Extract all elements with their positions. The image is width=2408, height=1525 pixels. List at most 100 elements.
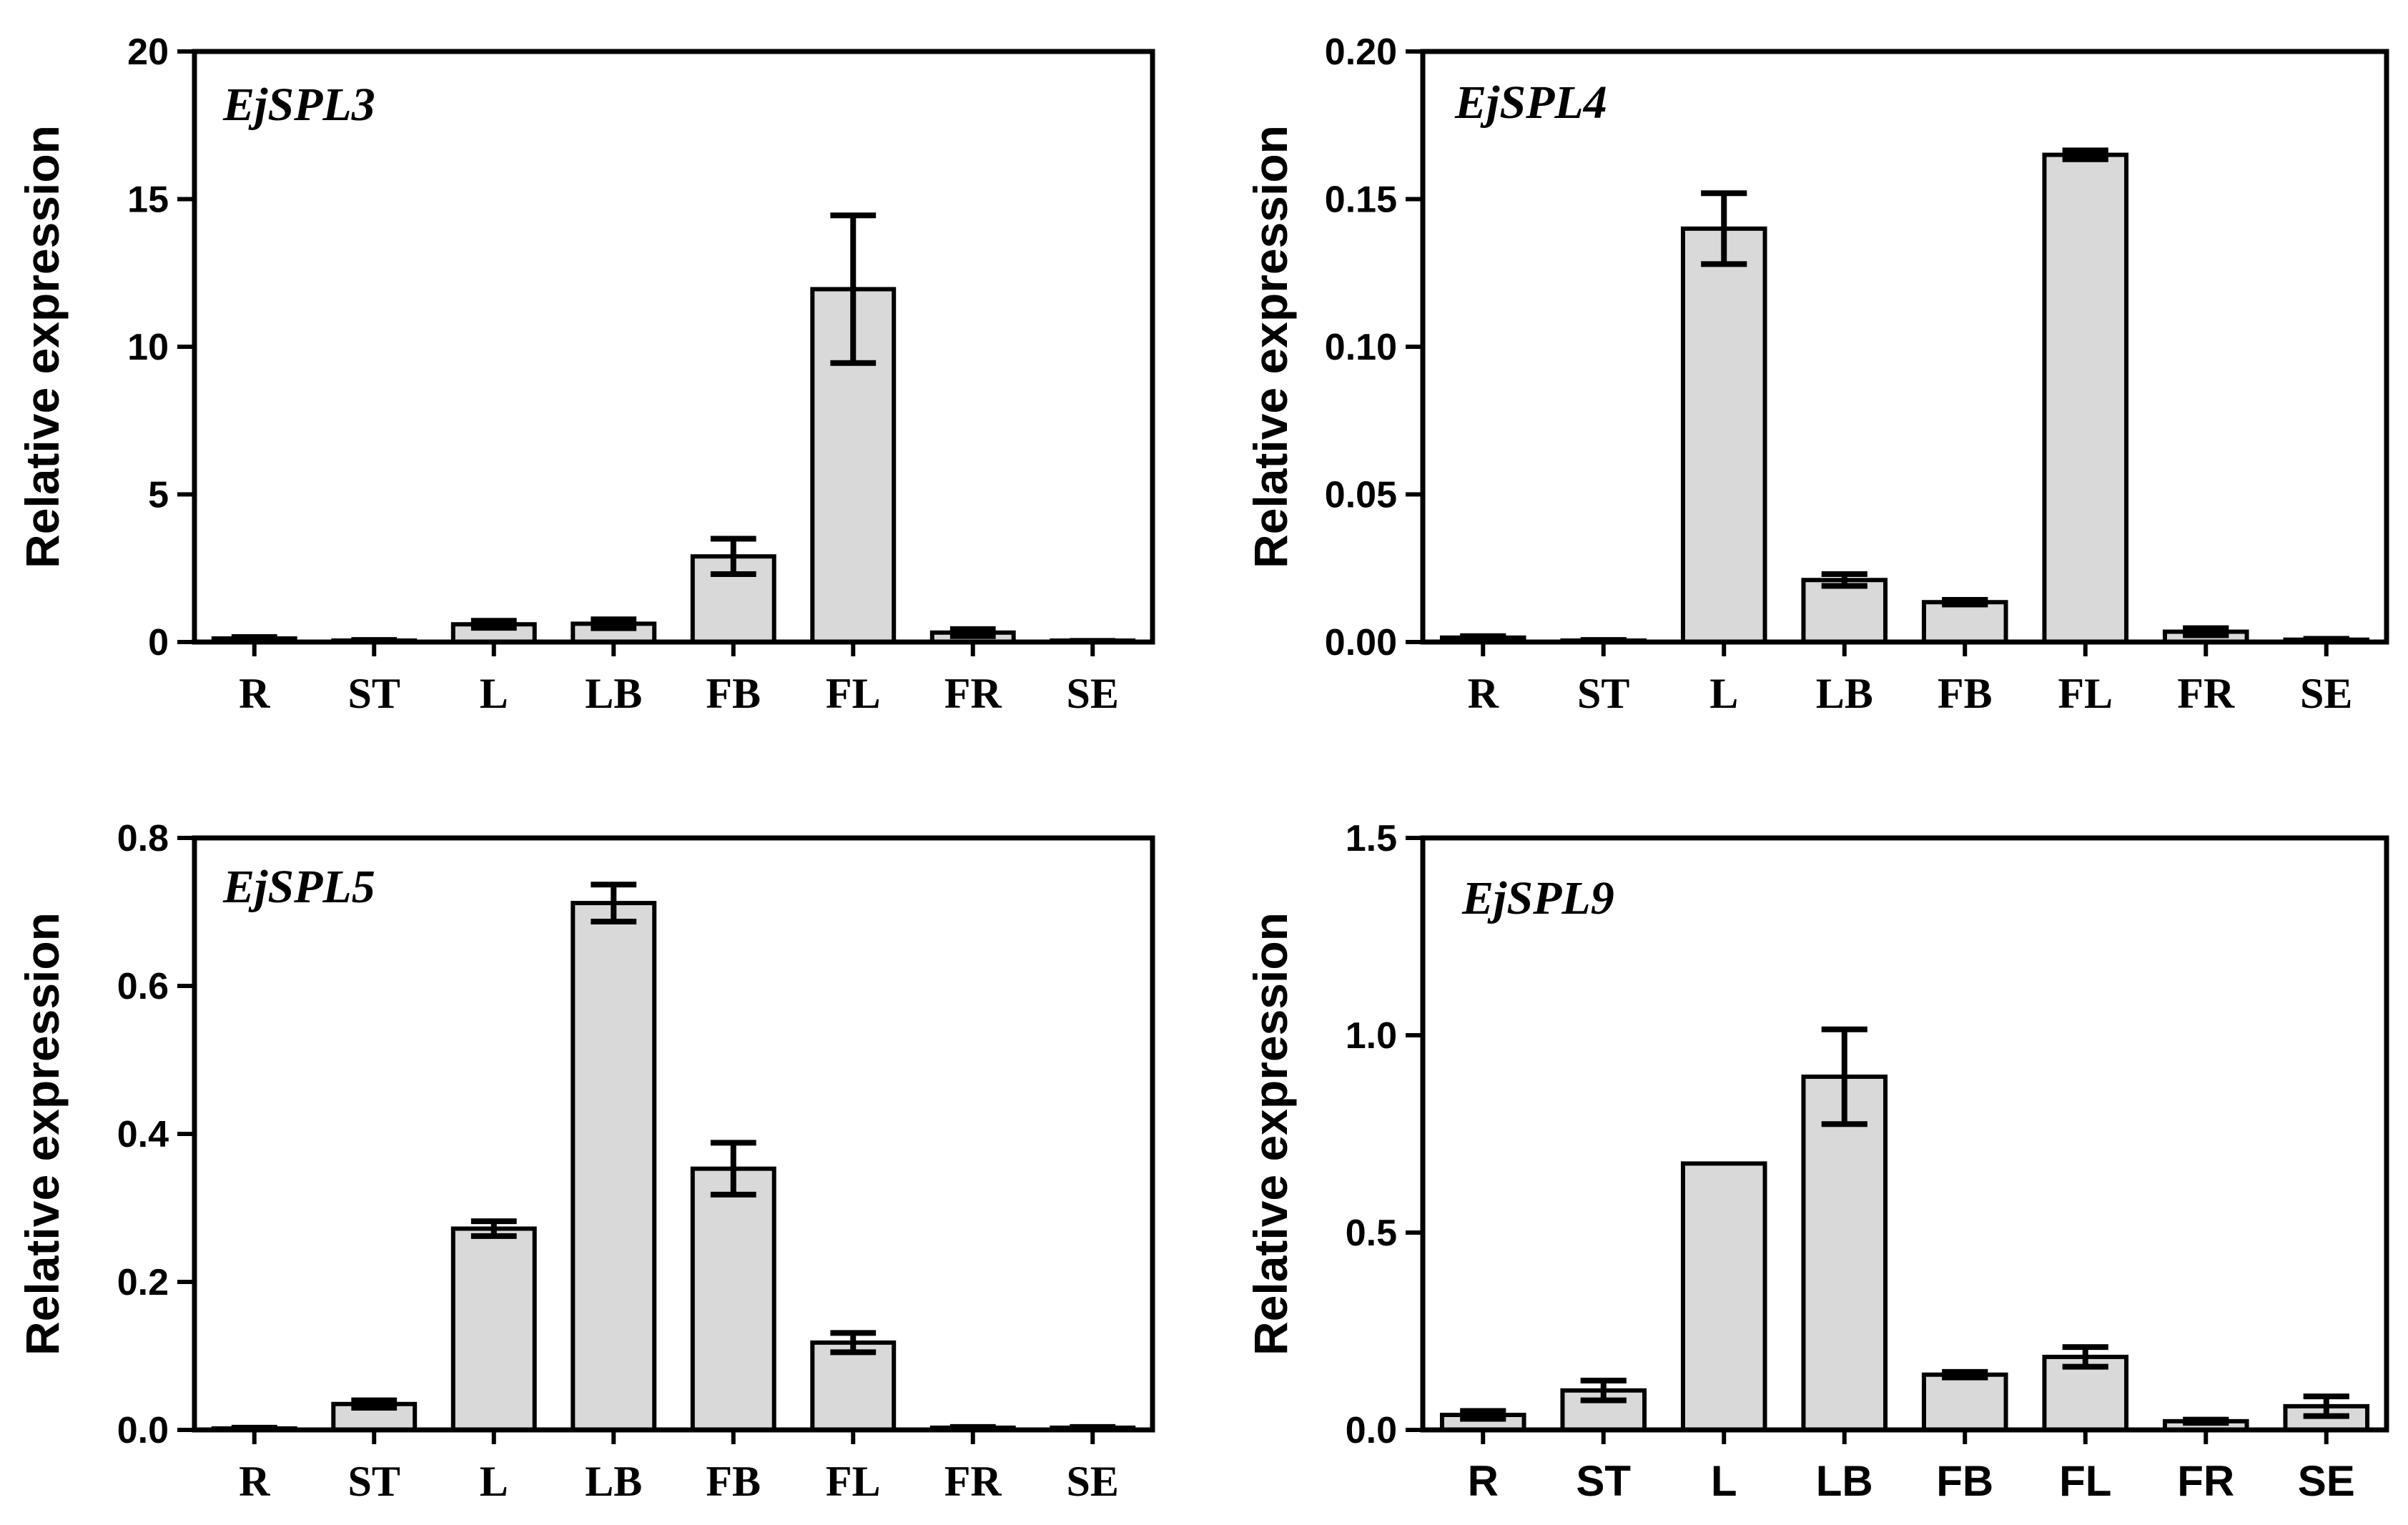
- chart-title: EjSPL3: [222, 79, 375, 131]
- error-bar-lb: [591, 616, 637, 631]
- y-tick-label: 0.20: [1325, 31, 1397, 73]
- error-bar-r: [1460, 1408, 1506, 1422]
- y-tick-label: 0.00: [1325, 622, 1397, 663]
- y-tick-label: 15: [127, 179, 169, 221]
- x-tick-label-fl: FL: [826, 1458, 881, 1505]
- x-tick-label-r: R: [1468, 1457, 1499, 1505]
- y-axis-label: Relative expression: [1244, 912, 1297, 1356]
- x-tick-label-st: ST: [1576, 1457, 1631, 1505]
- y-tick-label: 0.8: [117, 818, 169, 859]
- error-bar-fr: [2183, 1416, 2229, 1426]
- bar-fl: [2042, 152, 2129, 645]
- error-bar-se: [2303, 1393, 2349, 1419]
- error-bar-lb: [591, 882, 637, 924]
- x-tick-label-lb: LB: [585, 670, 642, 717]
- y-tick-label: 0: [148, 622, 169, 663]
- bar-fb: [1921, 1372, 2008, 1432]
- chart-panel-ejspl3: 0 5 10 15 20 R ST L LB FB FL FR SE Relative expressio…: [16, 31, 1155, 717]
- error-bar-fb: [1942, 596, 1988, 608]
- y-tick-label: 0.0: [1346, 1410, 1397, 1451]
- chart-panel-ejspl4: 0.00 0.05 0.10 0.15 0.20 R ST L LB FB FL FR SE Relati…: [1244, 31, 2389, 717]
- error-bar-fb: [710, 536, 756, 578]
- plot-frame: [192, 835, 1155, 1433]
- bar-fl: [810, 1340, 897, 1432]
- bar-l: [1680, 226, 1767, 644]
- error-bar-fb: [710, 1140, 756, 1198]
- x-tick-label-lb: LB: [1816, 670, 1873, 717]
- error-bar-st: [1580, 1378, 1627, 1403]
- x-tick-label-fb: FB: [1936, 1457, 1993, 1505]
- error-bar-fr: [949, 626, 996, 639]
- plot-frame: [1420, 835, 2389, 1433]
- chart-title: EjSPL4: [1454, 77, 1607, 129]
- y-tick-label: 0.5: [1346, 1213, 1397, 1254]
- y-tick-label: 0.10: [1325, 327, 1397, 368]
- x-tick-label-r: R: [239, 1458, 270, 1505]
- x-tick-label-fr: FR: [944, 670, 1002, 717]
- x-tick-label-st: ST: [348, 670, 400, 717]
- error-bar-lb: [1821, 1026, 1867, 1127]
- error-bar-st: [351, 1397, 398, 1411]
- error-bar-fl: [2062, 1344, 2108, 1370]
- x-tick-label-fl: FL: [2059, 1457, 2111, 1505]
- x-tick-label-st: ST: [1577, 670, 1629, 717]
- chart-panel-ejspl5: 0.0 0.2 0.4 0.6 0.8 R ST L LB FB FL FR SE Relative ex…: [16, 818, 1155, 1505]
- error-bar-l: [470, 618, 517, 631]
- y-tick-label: 0.05: [1325, 475, 1397, 516]
- bar-l: [1680, 1161, 1767, 1433]
- plot-frame: [1420, 49, 2389, 645]
- x-tick-label-fb: FB: [706, 670, 761, 717]
- x-tick-label-st: ST: [348, 1458, 400, 1505]
- error-bar-r: [1460, 633, 1506, 642]
- x-tick-label-fr: FR: [2177, 1457, 2234, 1505]
- y-tick-label: 0.2: [117, 1262, 169, 1303]
- error-bar-fl: [830, 212, 877, 366]
- x-tick-label-se: SE: [2298, 1457, 2355, 1505]
- y-axis-label: Relative expression: [16, 125, 69, 568]
- chart-title: EjSPL5: [222, 861, 375, 913]
- x-tick-label-l: L: [1709, 670, 1738, 717]
- y-tick-label: 5: [148, 475, 169, 516]
- y-tick-label: 10: [127, 327, 169, 368]
- x-tick-label-fl: FL: [2058, 670, 2113, 717]
- x-tick-label-se: SE: [1067, 670, 1119, 717]
- bar-fb: [690, 1166, 776, 1433]
- y-axis-label: Relative expression: [1244, 125, 1297, 568]
- x-tick-label-lb: LB: [585, 1458, 642, 1505]
- bar-l: [450, 1226, 537, 1432]
- error-bar-fl: [830, 1330, 877, 1356]
- x-tick-label-fb: FB: [706, 1458, 761, 1505]
- y-tick-label: 0.15: [1325, 179, 1397, 221]
- x-tick-label-r: R: [1468, 670, 1499, 717]
- x-tick-label-se: SE: [2300, 670, 2352, 717]
- x-tick-label-se: SE: [1067, 1458, 1119, 1505]
- x-tick-label-r: R: [239, 670, 270, 717]
- error-bar-l: [470, 1218, 517, 1239]
- chart-title: EjSPL9: [1461, 872, 1614, 924]
- x-tick-label-fr: FR: [944, 1458, 1002, 1505]
- y-tick-label: 0.0: [117, 1410, 169, 1451]
- x-tick-label-l: L: [480, 1458, 508, 1505]
- y-tick-label: 1.0: [1346, 1015, 1397, 1057]
- x-tick-label-fl: FL: [826, 670, 881, 717]
- chart-panel-ejspl9: 0.0 0.5 1.0 1.5 R ST L LB FB FL FR SE Relative expre…: [1244, 818, 2389, 1505]
- x-tick-label-l: L: [1711, 1457, 1737, 1505]
- x-tick-label-lb: LB: [1816, 1457, 1873, 1505]
- error-bar-lb: [1821, 571, 1867, 589]
- x-tick-label-fr: FR: [2177, 670, 2235, 717]
- bar-fb: [1921, 600, 2008, 644]
- error-bar-fb: [1942, 1368, 1988, 1381]
- y-axis-label: Relative expression: [16, 912, 69, 1356]
- y-tick-label: 0.6: [117, 966, 169, 1007]
- x-tick-label-l: L: [480, 670, 508, 717]
- error-bar-fr: [2183, 625, 2229, 638]
- y-tick-label: 20: [127, 31, 169, 73]
- y-tick-label: 1.5: [1346, 818, 1397, 859]
- y-tick-label: 0.4: [117, 1114, 169, 1155]
- plot-frame: [192, 49, 1155, 645]
- x-tick-label-fb: FB: [1938, 670, 1993, 717]
- bar-lb: [1801, 578, 1888, 645]
- bar-lb: [571, 901, 657, 1432]
- error-bar-l: [1701, 190, 1747, 267]
